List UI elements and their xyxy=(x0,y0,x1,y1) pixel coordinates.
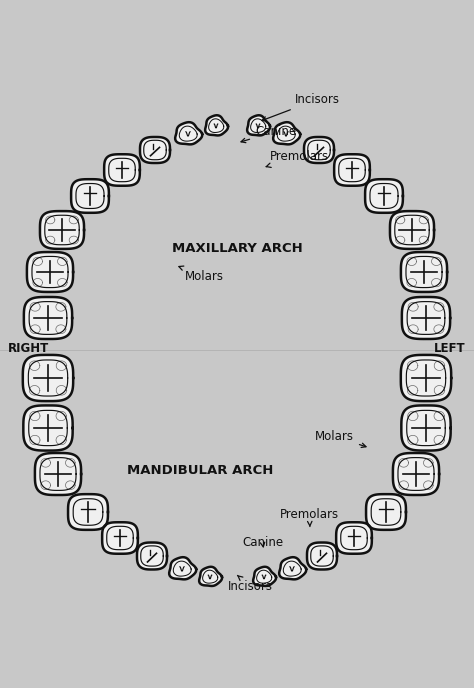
Polygon shape xyxy=(102,522,138,554)
Polygon shape xyxy=(279,557,306,579)
Text: MANDIBULAR ARCH: MANDIBULAR ARCH xyxy=(127,464,273,477)
Polygon shape xyxy=(401,355,451,401)
Text: Premolars: Premolars xyxy=(266,150,329,167)
Polygon shape xyxy=(40,211,84,249)
Polygon shape xyxy=(104,154,140,186)
Polygon shape xyxy=(366,494,406,530)
Polygon shape xyxy=(365,179,403,213)
Polygon shape xyxy=(390,211,434,249)
Text: Incisors: Incisors xyxy=(262,93,340,121)
Text: Premolars: Premolars xyxy=(280,508,339,526)
Polygon shape xyxy=(253,567,276,586)
Polygon shape xyxy=(307,543,337,570)
Polygon shape xyxy=(35,453,81,495)
Text: RIGHT: RIGHT xyxy=(8,341,49,354)
Polygon shape xyxy=(71,179,109,213)
Polygon shape xyxy=(199,567,222,586)
Text: Molars: Molars xyxy=(179,266,224,283)
Polygon shape xyxy=(24,297,72,339)
Polygon shape xyxy=(273,122,300,144)
Polygon shape xyxy=(304,137,334,163)
Text: Incisors: Incisors xyxy=(228,575,273,593)
Polygon shape xyxy=(23,355,73,401)
Polygon shape xyxy=(169,557,196,579)
Polygon shape xyxy=(140,137,170,163)
Polygon shape xyxy=(205,116,228,136)
Polygon shape xyxy=(27,252,73,292)
Polygon shape xyxy=(401,252,447,292)
Text: MAXILLARY ARCH: MAXILLARY ARCH xyxy=(172,241,302,255)
Polygon shape xyxy=(137,543,167,570)
Text: Canine: Canine xyxy=(242,536,283,549)
Polygon shape xyxy=(175,122,202,144)
Polygon shape xyxy=(402,297,450,339)
Polygon shape xyxy=(393,453,439,495)
Polygon shape xyxy=(23,405,73,451)
Polygon shape xyxy=(336,522,372,554)
Polygon shape xyxy=(334,154,370,186)
Text: LEFT: LEFT xyxy=(434,341,466,354)
Polygon shape xyxy=(68,494,108,530)
Polygon shape xyxy=(401,405,451,451)
Text: Canine: Canine xyxy=(241,125,296,142)
Polygon shape xyxy=(247,116,270,136)
Text: Molars: Molars xyxy=(315,430,366,447)
